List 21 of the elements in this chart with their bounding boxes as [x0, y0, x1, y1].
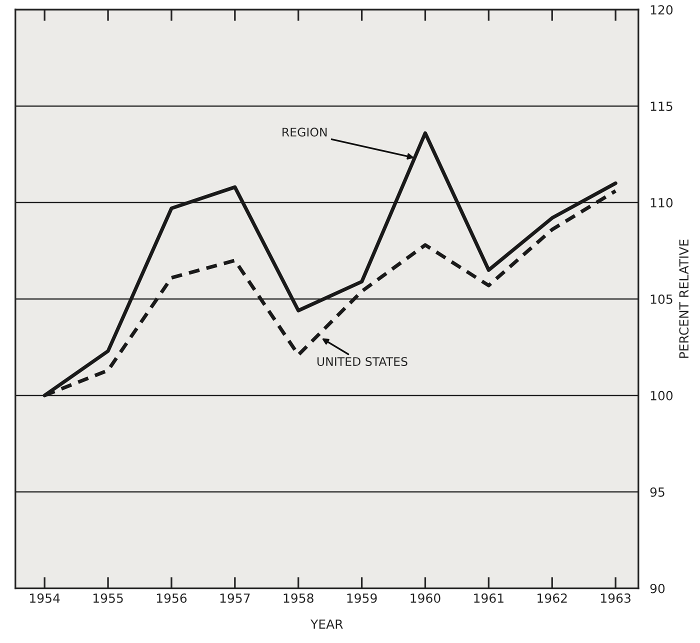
- x-axis-title: YEAR: [310, 620, 343, 629]
- x-tick-label: 1960: [410, 593, 440, 603]
- x-tick-label: 1957: [220, 593, 250, 603]
- y-tick-label: 115: [650, 102, 672, 112]
- y-axis-title: PERCENT RELATIVE: [679, 240, 689, 358]
- annotation: UNITED STATES: [317, 357, 408, 366]
- x-tick-label: 1955: [93, 593, 123, 603]
- x-tick-label: 1962: [538, 593, 567, 603]
- x-tick-label: 1956: [156, 593, 187, 603]
- x-tick-label: 1961: [474, 593, 504, 603]
- y-tick-label: 100: [650, 390, 673, 400]
- y-tick-label: 90: [650, 584, 665, 594]
- y-tick-label: 95: [650, 487, 664, 497]
- x-tick-label: 1958: [284, 593, 314, 603]
- x-tick-label: 1954: [30, 593, 60, 603]
- y-tick-label: 105: [650, 294, 672, 304]
- x-tick-label: 1963: [601, 593, 630, 603]
- y-tick-label: 120: [650, 5, 673, 15]
- x-tick-label: 1959: [347, 593, 377, 603]
- y-tick-label: 110: [650, 198, 673, 208]
- annotation: REGION: [282, 128, 327, 137]
